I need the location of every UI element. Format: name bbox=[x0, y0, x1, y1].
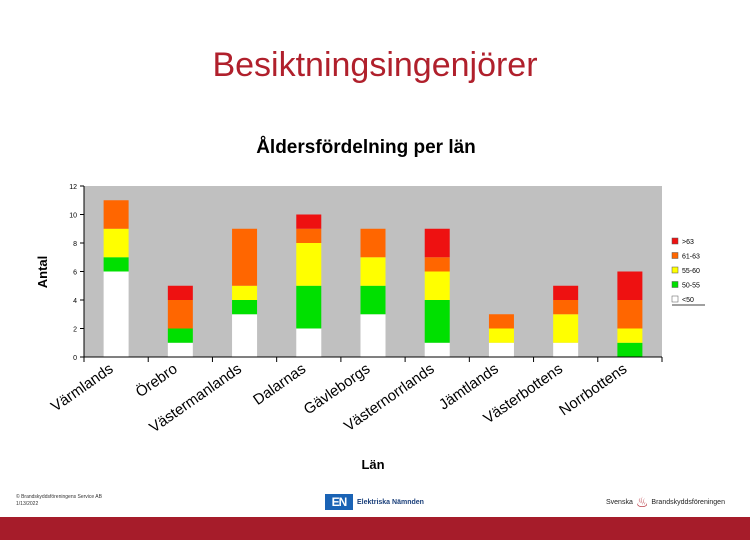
bar-segment bbox=[424, 228, 450, 258]
bar-segment bbox=[167, 328, 193, 343]
en-logo-text: Elektriska Nämnden bbox=[357, 498, 424, 506]
bar-segment bbox=[232, 300, 258, 315]
bar-segment bbox=[103, 200, 129, 229]
footer-date: 1/13/2022 bbox=[16, 501, 39, 507]
bar-segment bbox=[617, 271, 643, 300]
bar-segment bbox=[103, 228, 129, 258]
flame-icon: ♨ bbox=[635, 494, 649, 510]
chart-title: Åldersfördelning per län bbox=[256, 137, 476, 158]
bar-segment bbox=[360, 314, 386, 357]
y-tick-label: 6 bbox=[73, 270, 77, 277]
bar-segment bbox=[488, 342, 514, 357]
legend-label: <50 bbox=[682, 297, 694, 304]
bar-segment bbox=[167, 342, 193, 357]
y-tick-label: 0 bbox=[73, 355, 77, 362]
y-tick-label: 12 bbox=[69, 184, 77, 191]
bar-segment bbox=[553, 314, 579, 343]
legend-swatch bbox=[671, 295, 679, 303]
bar-segment bbox=[296, 214, 322, 229]
legend-swatch bbox=[671, 252, 679, 259]
footer-copyright-block: © Brandskyddsföreningens Service AB 1/13… bbox=[16, 494, 102, 508]
y-tick-label: 10 bbox=[69, 213, 77, 220]
bar-segment bbox=[617, 300, 643, 329]
bar-segment bbox=[424, 271, 450, 300]
bar-segment bbox=[296, 328, 322, 357]
bar-segment bbox=[424, 257, 450, 272]
legend-label: 50-55 bbox=[682, 283, 700, 290]
elektriska-namnden-logo: EN Elektriska Nämnden bbox=[325, 494, 424, 510]
bar-segment bbox=[424, 342, 450, 357]
legend-label: 61-63 bbox=[682, 254, 700, 261]
bar-segment bbox=[553, 300, 579, 315]
legend-label: >63 bbox=[682, 239, 694, 246]
y-tick-label: 2 bbox=[73, 327, 77, 334]
legend-swatch bbox=[671, 266, 679, 274]
bottom-accent-bar bbox=[0, 517, 750, 540]
sbf-logo-left: Svenska bbox=[606, 498, 633, 506]
legend-swatch bbox=[671, 237, 679, 245]
bar-segment bbox=[360, 257, 386, 286]
bar-segment bbox=[167, 285, 193, 300]
bar-segment bbox=[167, 300, 193, 329]
bar-segment bbox=[488, 328, 514, 343]
age-distribution-chart: Åldersfördelning per län 0 2 4 6 8 10 12 Värmla… bbox=[35, 137, 705, 472]
bar-segment bbox=[103, 271, 129, 357]
bar-segment bbox=[553, 342, 579, 357]
bar-segment bbox=[553, 285, 579, 300]
slide-title: Besiktningsingenjörer bbox=[212, 46, 538, 84]
en-logo-mark: EN bbox=[325, 494, 353, 510]
sbf-logo-right: Brandskyddsföreningen bbox=[651, 498, 725, 506]
x-tick-label: Norrbottens bbox=[556, 360, 630, 419]
bar-segment bbox=[360, 228, 386, 258]
bar-segment bbox=[296, 243, 322, 286]
x-tick-label: Örebro bbox=[132, 360, 181, 402]
x-tick-label: Värmlands bbox=[48, 360, 116, 415]
bar-segment bbox=[488, 314, 514, 329]
bar-segment bbox=[232, 285, 258, 300]
bar-segment bbox=[296, 228, 322, 243]
footer-copyright: © Brandskyddsföreningens Service AB bbox=[16, 494, 102, 500]
bar-segment bbox=[103, 257, 129, 272]
y-tick-label: 8 bbox=[73, 241, 77, 248]
y-tick-label: 4 bbox=[73, 298, 77, 305]
brandskyddsforeningen-logo: Svenska ♨ Brandskyddsföreningen bbox=[606, 494, 725, 510]
bar-segment bbox=[617, 328, 643, 343]
bar-segment bbox=[232, 228, 258, 286]
legend-label: 55-60 bbox=[682, 268, 700, 275]
y-axis-label: Antal bbox=[35, 256, 50, 289]
bar-segment bbox=[232, 314, 258, 357]
bar-segment bbox=[296, 285, 322, 329]
bar-segment bbox=[617, 342, 643, 357]
bar-segment bbox=[360, 285, 386, 315]
bar-segment bbox=[424, 300, 450, 343]
x-axis-label: Län bbox=[361, 457, 384, 472]
x-tick-label: Dalarnas bbox=[250, 360, 309, 408]
legend-swatch bbox=[671, 281, 679, 288]
